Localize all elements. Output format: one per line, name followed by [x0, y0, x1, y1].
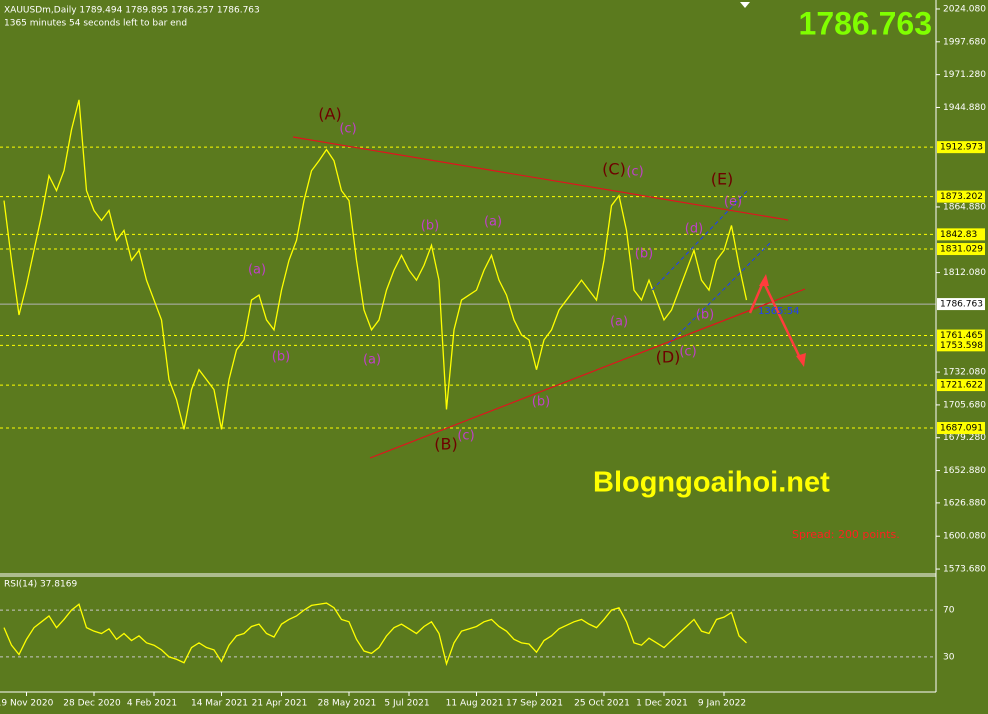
wave-label: (a) [484, 215, 502, 230]
y-tick-label: 30 [943, 652, 955, 662]
plot-layer: (A)(c)(C) (c) (E)(e)(a)(b) (a)(b) (a)(b)(B)(… [3, 99, 748, 667]
y-tick-label: 1971.280 [943, 70, 986, 80]
arrowhead [759, 274, 769, 286]
level-box [937, 339, 985, 352]
price-line [3, 99, 748, 430]
y-tick-label: 1732.080 [943, 368, 986, 378]
level-label: 1761.465 [940, 331, 983, 341]
wave-label: (D) [656, 348, 681, 367]
level-label: 1687.091 [940, 424, 983, 434]
x-tick-label: 11 Aug 2021 [446, 699, 504, 709]
level-box [937, 228, 985, 241]
level-label: 1873.202 [940, 192, 983, 202]
level-box [937, 422, 985, 435]
y-tick-label: 1652.880 [943, 466, 986, 476]
wave-label: (e) [724, 195, 742, 210]
wave-label: (c) [457, 429, 474, 444]
price-box [937, 298, 985, 311]
wave-label: (b) [272, 350, 290, 365]
x-tick-label: 5 Jul 2021 [384, 699, 429, 709]
wave-label: (b) [421, 219, 439, 234]
x-tick-label: 28 May 2021 [318, 699, 377, 709]
x-tick-label: 9 Jan 2022 [698, 699, 746, 709]
price-display: 1786.763 [799, 5, 932, 41]
bar-timer: 1365:54 [758, 306, 800, 317]
y-tick-label: 1600.080 [943, 532, 986, 542]
y-tick-label: 1812.080 [943, 268, 986, 278]
x-tick-label: 14 Mar 2021 [191, 699, 248, 709]
y-tick-label: 1705.680 [943, 400, 986, 410]
shift-marker [740, 2, 750, 8]
wave-label: (a) [248, 263, 266, 278]
level-box [937, 190, 985, 203]
chart-title: XAUUSDm,Daily 1789.494 1789.895 1786.257… [4, 6, 260, 16]
wave-label: (A) [318, 105, 341, 124]
upper-trendline [292, 136, 789, 221]
lower-trendline [369, 288, 806, 459]
wave-label: (b) [532, 395, 550, 410]
wave-label: (E) [711, 170, 734, 189]
y-tick-label: 1679.280 [943, 433, 986, 443]
level-label: 1842.83 [940, 230, 977, 240]
level-label: 1831.029 [940, 245, 983, 255]
level-box [937, 141, 985, 154]
y-tick-label: 1944.880 [943, 103, 986, 113]
x-tick-label: 28 Dec 2020 [63, 699, 121, 709]
wave-label: (b) [696, 308, 714, 323]
level-box [937, 243, 985, 256]
y-tick-label: 1573.680 [943, 565, 986, 575]
arrowhead [796, 353, 806, 367]
y-tick-label: 1864.880 [943, 202, 986, 212]
y-tick-label: 1997.680 [943, 37, 986, 47]
level-label: 1753.598 [940, 341, 983, 351]
wave-label: (c) [679, 345, 696, 360]
wave-label: (C) [602, 160, 626, 179]
level-box [937, 379, 985, 392]
current-price-label: 1786.763 [940, 300, 983, 310]
channel-line [651, 189, 749, 291]
rsi-line [3, 602, 747, 667]
x-tick-label: 19 Nov 2020 [0, 699, 54, 709]
wave-label: (a) [610, 315, 628, 330]
y-tick-label: 1626.880 [943, 498, 986, 508]
level-box [937, 329, 985, 342]
x-tick-label: 17 Sep 2021 [506, 699, 563, 709]
level-label: 1721.622 [940, 381, 983, 391]
y-tick-label: 70 [943, 606, 955, 616]
indicator-title: RSI(14) 37.8169 [4, 580, 77, 590]
wave-label: (d) [685, 222, 703, 237]
wave-label: (b) [635, 247, 653, 262]
level-label: 1912.973 [940, 143, 983, 153]
wave-label: (a) [363, 353, 381, 368]
spread-text: Spread: 200 points. [792, 528, 900, 541]
x-tick-label: 4 Feb 2021 [127, 699, 177, 709]
watermark: Blogngoaihoi.net [593, 467, 830, 499]
wave-label: (c) [339, 122, 356, 137]
wave-label: (B) [434, 435, 457, 454]
x-tick-label: 21 Apr 2021 [252, 699, 308, 709]
wave-label: (c) [626, 165, 643, 180]
x-tick-label: 25 Oct 2021 [574, 699, 630, 709]
x-tick-label: 1 Dec 2021 [636, 699, 688, 709]
channel-line [667, 242, 771, 346]
y-tick-label: 2024.080 [943, 4, 986, 14]
subtitle: 1365 minutes 54 seconds left to bar end [4, 19, 187, 29]
forecast-arrow [763, 284, 803, 361]
grid-layer: 2024.080 1997.680 1971.280 1944.880 1864.880… [0, 4, 986, 709]
